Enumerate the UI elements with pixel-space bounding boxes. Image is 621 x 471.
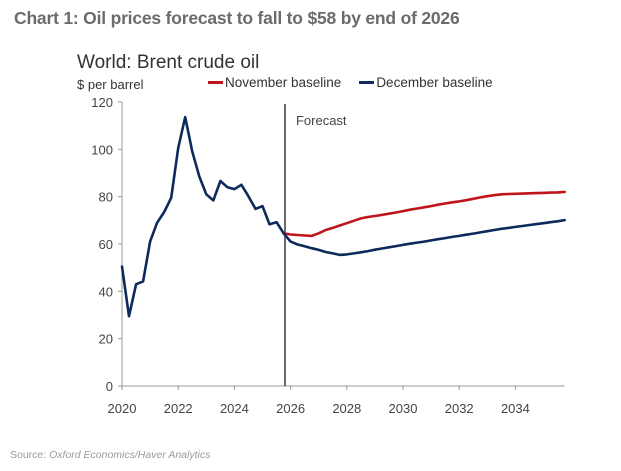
y-axis-label: $ per barrel xyxy=(77,77,144,92)
y-tick-label: 60 xyxy=(99,237,113,252)
x-tick-label: 2032 xyxy=(445,401,474,416)
legend-label-december: December baseline xyxy=(376,75,493,90)
x-tick-label: 2024 xyxy=(220,401,249,416)
y-tick-label: 100 xyxy=(91,142,113,157)
chart-title: World: Brent crude oil xyxy=(77,52,260,73)
y-tick-label: 0 xyxy=(106,379,113,394)
source-note: Source: Oxford Economics/Haver Analytics xyxy=(10,449,210,461)
legend-item-november: November baseline xyxy=(208,75,341,90)
series-line-november xyxy=(282,190,566,238)
legend-swatch-december xyxy=(359,81,375,84)
y-tick-label: 120 xyxy=(91,95,113,110)
x-tick-label: 2020 xyxy=(108,401,137,416)
source-text: Oxford Economics/Haver Analytics xyxy=(49,449,211,461)
x-tick-label: 2022 xyxy=(164,401,193,416)
x-tick-label: 2028 xyxy=(332,401,361,416)
legend-swatch-november xyxy=(208,81,223,84)
source-prefix: Source: xyxy=(10,449,47,461)
x-tick-label: 2030 xyxy=(389,401,418,416)
x-tick-label: 2034 xyxy=(501,401,530,416)
forecast-label: Forecast xyxy=(296,113,347,128)
legend: November baseline December baseline xyxy=(208,75,493,90)
y-tick-label: 40 xyxy=(99,284,113,299)
legend-label-november: November baseline xyxy=(225,75,342,90)
chart-headline: Chart 1: Oil prices forecast to fall to … xyxy=(14,8,460,28)
legend-item-december: December baseline xyxy=(359,75,493,90)
series-line-december xyxy=(120,115,566,318)
y-tick-label: 80 xyxy=(99,190,113,205)
x-tick-label: 2026 xyxy=(276,401,305,416)
y-tick-label: 20 xyxy=(99,332,113,347)
